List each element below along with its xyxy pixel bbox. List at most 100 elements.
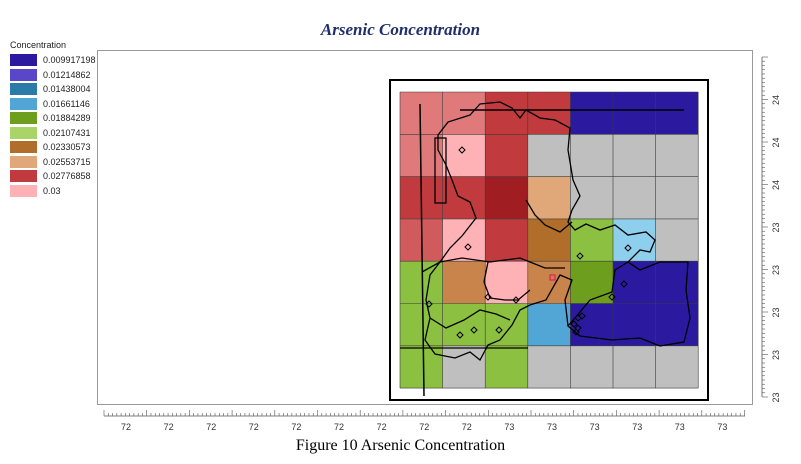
highlighted-sample-point — [549, 274, 556, 281]
legend-swatch — [10, 170, 37, 183]
x-axis-tick-label: 72 — [291, 422, 301, 432]
x-axis-tick-label: 73 — [590, 422, 600, 432]
legend-swatch — [10, 155, 37, 168]
sample-point — [464, 243, 472, 251]
legend-label: 0.01438004 — [43, 84, 91, 95]
sample-points — [425, 146, 632, 339]
grid-cell — [655, 261, 699, 304]
legend-label: 0.01884289 — [43, 113, 91, 124]
grid-cell — [442, 261, 486, 304]
grid-cell — [613, 134, 656, 177]
grid-cell — [527, 134, 571, 177]
x-axis-tick-label: 72 — [334, 422, 344, 432]
legend-title: Concentration — [10, 40, 67, 50]
legend-label: 0.01661146 — [43, 98, 90, 109]
grid-cell — [527, 176, 571, 219]
legend-label: 0.02776858 — [43, 171, 91, 182]
sample-point — [572, 328, 580, 336]
x-axis-tick-label: 73 — [504, 422, 514, 432]
sample-point — [576, 252, 584, 260]
legend-swatch — [10, 83, 37, 96]
grid-cell — [655, 345, 699, 389]
grid-cell — [527, 92, 571, 135]
grid-cell — [570, 218, 613, 262]
x-axis-tick-label: 72 — [164, 422, 174, 432]
grid-cell — [485, 134, 528, 177]
legend-swatch — [10, 126, 37, 139]
legend-item: 0.02330573 — [10, 140, 96, 155]
x-axis-tick-label: 73 — [675, 422, 685, 432]
legend-item: 0.02553715 — [10, 155, 96, 170]
legend-item: 0.01661146 — [10, 97, 96, 112]
concentration-grid — [400, 92, 699, 389]
map-frame — [97, 50, 753, 405]
x-axis-tick-label: 73 — [547, 422, 557, 432]
grid-cell — [527, 303, 571, 346]
sample-point — [495, 326, 503, 334]
grid-cell — [655, 92, 699, 135]
sample-point — [578, 312, 586, 320]
x-axis-tick-label: 72 — [419, 422, 429, 432]
legend: Concentration 0.009917198 0.01214862 0.014… — [10, 40, 96, 198]
grid-cell — [613, 218, 656, 262]
inset-rectangle — [434, 137, 447, 204]
y-axis-tick-label: 23 — [771, 265, 781, 275]
sample-point — [624, 244, 632, 252]
legend-label: 0.02553715 — [43, 156, 91, 167]
y-axis: 24 24 24 23 23 23 23 23 — [761, 56, 781, 403]
grid-cell — [570, 92, 613, 135]
grid-cell — [613, 92, 656, 135]
grid-cell — [400, 303, 443, 346]
x-axis-tick-label: 73 — [632, 422, 642, 432]
legend-label: 0.01214862 — [43, 69, 91, 80]
sample-point — [458, 146, 466, 154]
legend-item: 0.03 — [10, 184, 96, 199]
sample-point — [512, 296, 520, 304]
grid-cell — [485, 261, 528, 304]
y-axis-tick-label: 23 — [771, 350, 781, 360]
grid-cell — [442, 176, 486, 219]
legend-item: 0.01214862 — [10, 68, 96, 83]
legend-swatch — [10, 54, 37, 67]
x-axis-tick-label: 72 — [377, 422, 387, 432]
figure-caption: Figure 10 Arsenic Concentration — [295, 437, 506, 454]
legend-swatch — [10, 68, 37, 81]
grid-cell — [442, 134, 486, 177]
x-axis-tick-label: 72 — [206, 422, 216, 432]
grid-cell — [570, 176, 613, 219]
sample-point — [484, 293, 492, 301]
legend-swatch — [10, 184, 37, 197]
legend-label: 0.02107431 — [43, 127, 91, 138]
grid-cell — [613, 261, 656, 304]
grid-cell — [442, 92, 486, 135]
grid-cell — [485, 303, 528, 346]
legend-item: 0.02107431 — [10, 126, 96, 141]
x-axis-tick-label: 73 — [717, 422, 727, 432]
x-axis-tick-label: 72 — [462, 422, 472, 432]
grid-cell — [655, 218, 699, 262]
grid-cell — [613, 345, 656, 389]
y-axis-tick-label: 24 — [771, 137, 781, 147]
grid-cell — [485, 176, 528, 219]
y-axis-tick-label: 24 — [771, 180, 781, 190]
x-axis-tick-label: 72 — [121, 422, 131, 432]
grid-cell — [485, 92, 528, 135]
sample-point — [608, 293, 616, 301]
legend-label: 0.03 — [43, 185, 61, 196]
grid-cell — [527, 218, 571, 262]
y-axis-tick-label: 23 — [771, 222, 781, 232]
x-axis-tick-label: 72 — [249, 422, 259, 432]
grid-cell — [613, 176, 656, 219]
legend-swatch — [10, 112, 37, 125]
legend-item: 0.01884289 — [10, 111, 96, 126]
y-axis-tick-label: 23 — [771, 392, 781, 402]
grid-cell — [442, 303, 486, 346]
grid-cell — [400, 92, 443, 135]
legend-item: 0.02776858 — [10, 169, 96, 184]
grid-cell — [570, 345, 613, 389]
road-line — [419, 103, 425, 397]
district-boundary — [483, 261, 531, 301]
sample-point — [620, 280, 628, 288]
x-axis: 72 72 72 72 72 72 72 72 72 73 73 73 73 73 73 — [103, 410, 745, 432]
